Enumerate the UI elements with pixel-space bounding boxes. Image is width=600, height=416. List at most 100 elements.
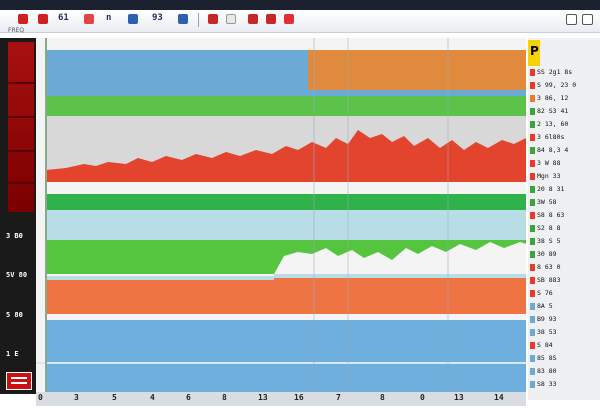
legend-swatch <box>530 355 535 362</box>
row-label: 5V 80 <box>6 271 28 279</box>
x-tick-label: 13 <box>258 393 268 402</box>
band-4 <box>46 130 526 182</box>
blue-tool-icon[interactable] <box>128 14 138 24</box>
legend-label: 3 86, 12 <box>537 94 569 102</box>
band-3 <box>46 96 526 116</box>
legend-label: Mgn 33 <box>537 172 561 180</box>
legend-swatch <box>530 173 535 180</box>
legend-swatch <box>530 290 535 297</box>
legend-swatch <box>530 251 535 258</box>
legend-label: 3 W 88 <box>537 159 561 167</box>
flag-tool-icon[interactable] <box>38 14 48 24</box>
level-meter <box>8 42 34 212</box>
legend-row[interactable]: 30 89 <box>528 250 600 260</box>
marker-tool-icon[interactable] <box>208 14 218 24</box>
toolbar-separator <box>198 13 199 27</box>
legend-label: 82 S3 41 <box>537 107 569 115</box>
band-sep <box>36 362 526 364</box>
legend-swatch <box>530 225 535 232</box>
legend-swatch <box>530 82 535 89</box>
x-tick-label: 13 <box>454 393 464 402</box>
legend-swatch <box>530 277 535 284</box>
legend-row[interactable]: S8 33 <box>528 380 600 390</box>
legend-header-letter: P <box>530 44 539 58</box>
legend-row[interactable]: 8 63 0 <box>528 263 600 273</box>
legend-swatch <box>530 342 535 349</box>
legend-swatch <box>530 368 535 375</box>
legend-label: SB 883 <box>537 276 561 284</box>
legend-label: 38 S 5 <box>537 237 561 245</box>
x-axis: 0 3 5 4 6 8 13 16 7 8 0 13 14 <box>36 392 526 406</box>
legend-row[interactable]: 38 53 <box>528 328 600 338</box>
menu-button[interactable] <box>6 372 32 390</box>
legend-row[interactable]: 3 86, 12 <box>528 94 600 104</box>
legend-swatch <box>530 121 535 128</box>
x-tick-label: 6 <box>186 393 191 402</box>
toolbar-label[interactable]: 61 <box>58 13 69 23</box>
legend-row[interactable]: 38 S 5 <box>528 237 600 247</box>
stop-tool-icon[interactable] <box>266 14 276 24</box>
legend-label: S 99, 23 0 <box>537 81 577 89</box>
legend-row[interactable]: B9 93 <box>528 315 600 325</box>
band-9 <box>46 320 526 394</box>
legend-row[interactable]: 8A 5 <box>528 302 600 312</box>
red-tool-icon[interactable] <box>18 14 28 24</box>
row-label: 1 E <box>6 350 19 358</box>
legend-swatch <box>530 212 535 219</box>
legend-row[interactable]: 3 W 88 <box>528 159 600 169</box>
alert-tool-icon[interactable] <box>284 14 294 24</box>
legend-row[interactable]: S 99, 23 0 <box>528 81 600 91</box>
legend-header: P <box>528 40 540 66</box>
legend-label: S2 8 8 <box>537 224 561 232</box>
toolbar: 61 n 93 <box>0 10 600 33</box>
legend-swatch <box>530 69 535 76</box>
legend-row[interactable]: 20 8 31 <box>528 185 600 195</box>
legend-row[interactable]: 3W 58 <box>528 198 600 208</box>
band-6b <box>274 274 526 278</box>
legend-label: 84 8,3 4 <box>537 146 569 154</box>
x-tick-label: 0 <box>420 393 425 402</box>
legend-swatch <box>530 329 535 336</box>
legend-row[interactable]: 84 8,3 4 <box>528 146 600 156</box>
legend-row[interactable]: 83 80 <box>528 367 600 377</box>
legend-label: 8A 5 <box>537 302 553 310</box>
legend-swatch <box>530 160 535 167</box>
legend-label: S8 8 63 <box>537 211 565 219</box>
pin-tool-icon[interactable] <box>84 14 94 24</box>
legend-label: 3W 58 <box>537 198 557 206</box>
legend-row[interactable]: 85 8S <box>528 354 600 364</box>
legend-label: 83 80 <box>537 367 557 375</box>
x-tick-label: 16 <box>294 393 304 402</box>
window-icon[interactable] <box>566 14 577 25</box>
x-tick-label: 5 <box>112 393 117 402</box>
legend-label: S8 33 <box>537 380 557 388</box>
legend-label: 30 89 <box>537 250 557 258</box>
legend-label: B9 93 <box>537 315 557 323</box>
legend-row[interactable]: SB 883 <box>528 276 600 286</box>
legend-label: S 76 <box>537 289 553 297</box>
legend-label: 8 63 0 <box>537 263 561 271</box>
zoom-tool-icon[interactable] <box>226 14 236 24</box>
close-icon[interactable] <box>582 14 593 25</box>
toolbar-label[interactable]: n <box>106 13 112 23</box>
chart-tool-icon[interactable] <box>178 14 188 24</box>
band-8 <box>46 278 526 314</box>
legend-label: S 84 <box>537 341 553 349</box>
legend-row[interactable]: S2 8 8 <box>528 224 600 234</box>
stacked-area-chart <box>36 38 526 394</box>
toolbar-label[interactable]: 93 <box>152 13 163 23</box>
legend-swatch <box>530 186 535 193</box>
legend-row[interactable]: S8 8 63 <box>528 211 600 221</box>
legend-row[interactable]: 2 13, 60 <box>528 120 600 130</box>
band-5 <box>46 194 526 210</box>
legend-row[interactable]: S 84 <box>528 341 600 351</box>
legend-row[interactable]: 82 S3 41 <box>528 107 600 117</box>
legend-row[interactable]: SS 2g1 8s <box>528 68 600 78</box>
legend-label: 2 13, 60 <box>537 120 569 128</box>
row-label: 5 80 <box>6 311 23 319</box>
legend-row[interactable]: Mgn 33 <box>528 172 600 182</box>
legend-row[interactable]: S 76 <box>528 289 600 299</box>
row-label: 3 B0 <box>6 232 23 240</box>
legend-row[interactable]: 3 6l80s <box>528 133 600 143</box>
record-tool-icon[interactable] <box>248 14 258 24</box>
